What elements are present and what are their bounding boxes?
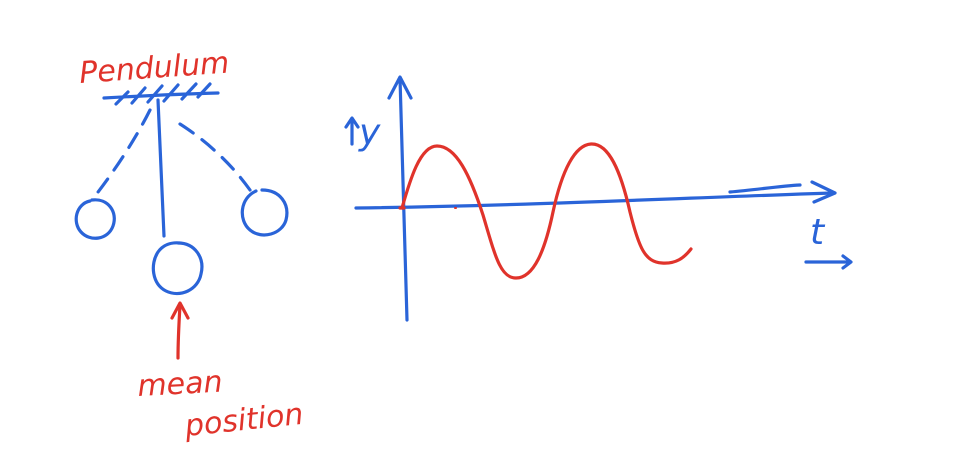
pendulum-bob-right xyxy=(240,188,289,237)
pendulum-figure: Pendulum mean position xyxy=(74,46,305,444)
pendulum-bob-center xyxy=(151,241,204,296)
t-axis xyxy=(354,191,834,210)
y-label-arrow xyxy=(344,116,360,146)
displacement-time-graph: y t xyxy=(344,75,853,322)
pendulum-string-left-dashed xyxy=(93,108,152,198)
pendulum-bob-left xyxy=(74,198,116,240)
t-axis-extra-stroke xyxy=(728,183,802,194)
pendulum-title: Pendulum xyxy=(78,46,230,91)
y-axis-arrowhead xyxy=(387,75,413,100)
pendulum-string-center xyxy=(156,98,166,238)
mean-position-label-line1: mean xyxy=(137,365,224,404)
t-label-arrow xyxy=(804,254,853,270)
displacement-sine-curve xyxy=(400,142,693,280)
ceiling-support-line xyxy=(102,91,220,100)
t-axis-arrowhead xyxy=(810,180,837,204)
t-axis-label: t xyxy=(810,212,826,253)
mean-position-arrow xyxy=(170,301,190,360)
ceiling-hatching xyxy=(114,82,212,106)
mean-position-label-line2: position xyxy=(182,397,305,444)
pendulum-string-right-dashed xyxy=(178,122,252,192)
y-axis-label: y xyxy=(358,112,381,153)
